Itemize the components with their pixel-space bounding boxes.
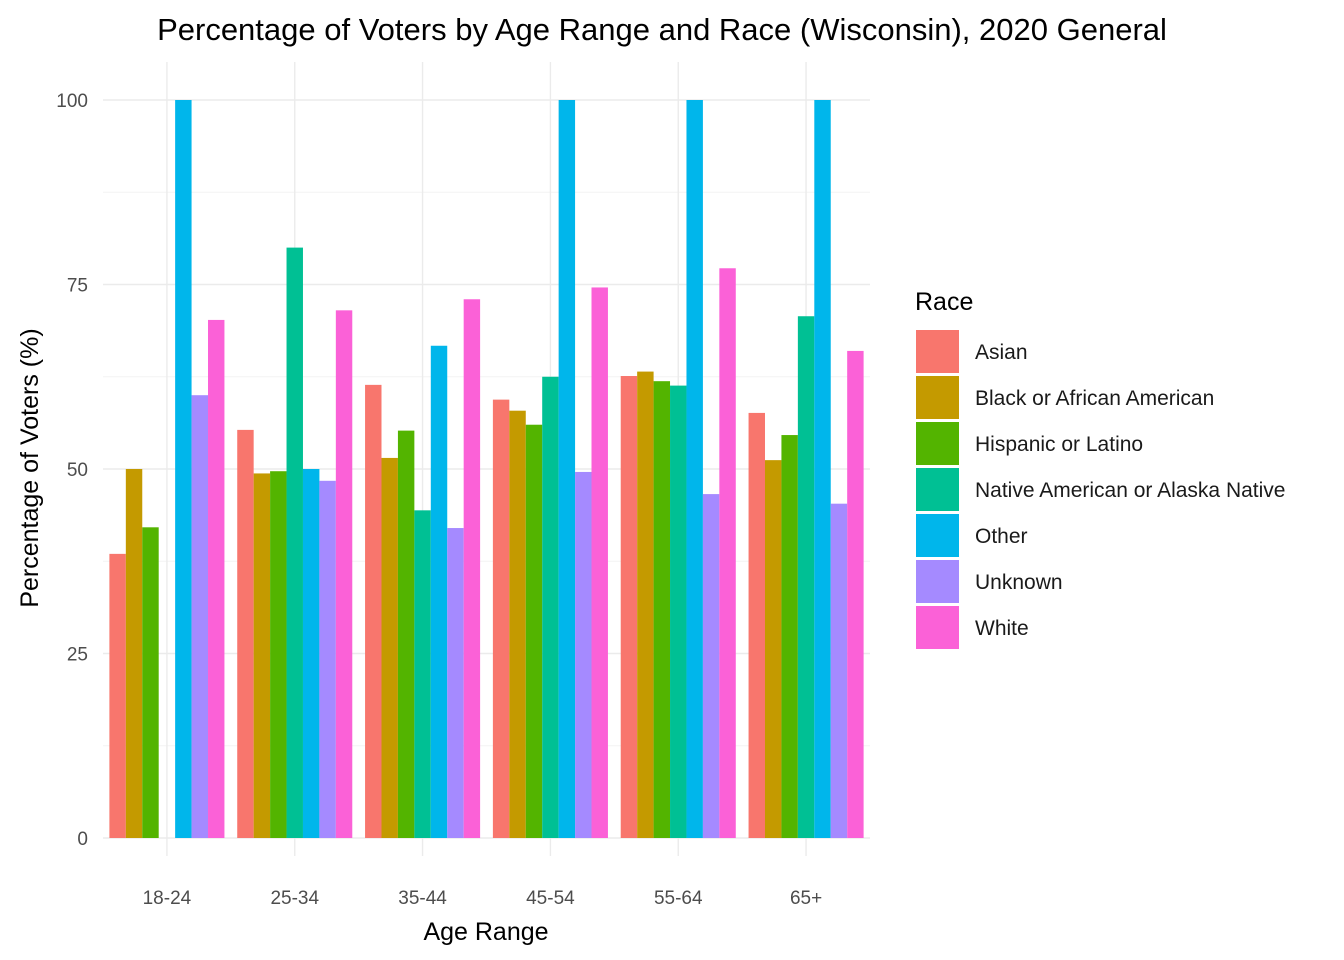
x-tick-label: 25-34 <box>270 888 319 909</box>
bar <box>637 371 654 838</box>
bar <box>847 350 864 838</box>
bar <box>797 316 815 838</box>
x-tick-label: 18-24 <box>143 888 192 909</box>
bar <box>414 510 431 838</box>
legend-swatch <box>916 376 959 419</box>
x-tick-label: 55-64 <box>654 888 703 909</box>
bar <box>109 553 126 838</box>
bar <box>381 457 398 838</box>
bar <box>558 100 576 838</box>
bar <box>365 384 382 838</box>
bar <box>286 247 303 839</box>
y-axis-ticks: 0 25 50 75 100 <box>56 91 88 850</box>
bar <box>208 319 225 838</box>
legend-label: White <box>975 617 1029 640</box>
y-axis-title: Percentage of Voters (%) <box>16 328 44 607</box>
bar <box>142 527 159 838</box>
legend-label: Asian <box>975 341 1028 364</box>
legend-swatch <box>916 422 959 465</box>
legend-label: Unknown <box>975 571 1063 594</box>
bar <box>670 385 687 838</box>
chart-title: Percentage of Voters by Age Range and Ra… <box>157 12 1167 47</box>
y-tick-label: 25 <box>67 645 88 666</box>
bar <box>764 460 782 838</box>
legend-label: Other <box>975 525 1028 548</box>
bar <box>430 345 448 838</box>
bar <box>125 469 143 838</box>
x-axis-ticks: 18-24 25-34 35-44 45-54 55-64 65+ <box>143 888 823 909</box>
bar <box>748 412 765 838</box>
legend: Race Asian Black or African American Hispa… <box>915 288 1285 649</box>
bar <box>719 268 736 838</box>
bar <box>492 399 510 838</box>
legend-label: Native American or Alaska Native <box>975 479 1285 502</box>
bar <box>575 471 592 838</box>
legend-swatch <box>916 560 959 603</box>
y-tick-label: 100 <box>56 91 88 112</box>
bar <box>686 100 703 838</box>
legend-label: Black or African American <box>975 387 1214 410</box>
y-tick-label: 75 <box>67 276 88 297</box>
y-tick-label: 50 <box>67 460 88 481</box>
legend-title: Race <box>915 288 973 316</box>
bar <box>620 376 638 838</box>
y-tick-label: 0 <box>77 829 88 850</box>
bar <box>702 494 720 838</box>
bar <box>175 100 192 838</box>
x-tick-label: 35-44 <box>398 888 447 909</box>
bars <box>109 100 864 839</box>
bar <box>591 287 608 838</box>
bar <box>302 469 320 838</box>
legend-label: Hispanic or Latino <box>975 433 1143 456</box>
legend-items: Asian Black or African American Hispanic o… <box>916 330 1285 649</box>
bar <box>237 429 254 838</box>
bar <box>447 528 464 838</box>
x-tick-label: 45-54 <box>526 888 575 909</box>
legend-swatch <box>916 468 959 511</box>
bar <box>542 376 559 838</box>
x-tick-label: 65+ <box>790 888 822 909</box>
legend-swatch <box>916 330 959 373</box>
bar <box>814 100 831 838</box>
bar <box>191 395 209 838</box>
bar <box>253 473 271 838</box>
bar <box>270 471 287 838</box>
bar <box>525 424 543 838</box>
bar <box>335 310 353 839</box>
legend-swatch <box>916 514 959 557</box>
bar <box>653 381 671 838</box>
bar <box>463 299 481 838</box>
x-axis-title: Age Range <box>423 918 548 946</box>
bar <box>319 480 336 838</box>
legend-swatch <box>916 606 959 649</box>
bar <box>397 430 415 838</box>
bar <box>781 435 798 838</box>
bar <box>509 410 526 838</box>
bar <box>830 503 848 838</box>
